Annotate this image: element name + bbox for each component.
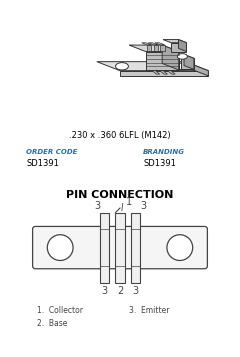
Text: 3: 3 [132,286,139,296]
Polygon shape [167,70,175,74]
Text: SD1391: SD1391 [26,159,59,168]
Text: BRANDING: BRANDING [143,149,185,155]
Text: 2.  Base: 2. Base [37,318,68,327]
Polygon shape [155,43,165,45]
Polygon shape [146,51,179,70]
Polygon shape [159,70,168,74]
Polygon shape [147,45,151,51]
Bar [115,213,125,282]
Text: 3: 3 [140,201,146,211]
Text: SD1391: SD1391 [143,159,176,168]
Polygon shape [151,70,160,74]
Ellipse shape [177,54,187,59]
Bar [100,213,109,282]
Text: 3: 3 [101,286,108,296]
Ellipse shape [177,62,190,70]
Ellipse shape [115,62,128,70]
Polygon shape [162,45,179,70]
Polygon shape [171,43,186,51]
Polygon shape [185,62,208,76]
Text: 1.  Collector: 1. Collector [37,306,83,315]
Text: PIN CONNECTION: PIN CONNECTION [66,190,174,200]
Circle shape [167,235,193,261]
Polygon shape [97,62,208,71]
Text: 3.  Emitter: 3. Emitter [129,306,170,315]
FancyBboxPatch shape [33,226,207,269]
Text: 2: 2 [117,286,123,296]
Text: ORDER CODE: ORDER CODE [26,149,78,155]
Polygon shape [160,45,165,51]
Polygon shape [129,45,179,51]
Polygon shape [163,40,186,43]
Polygon shape [179,40,186,51]
Polygon shape [154,45,158,51]
Text: 1: 1 [126,197,132,207]
Polygon shape [148,43,158,45]
Polygon shape [120,71,208,76]
Polygon shape [184,55,194,69]
Circle shape [47,235,73,261]
Bar [131,213,140,282]
Text: 3: 3 [94,201,100,211]
Polygon shape [181,58,194,69]
Polygon shape [142,43,151,45]
Polygon shape [171,55,194,58]
Text: .230 x .360 6LFL (M142): .230 x .360 6LFL (M142) [69,131,171,140]
